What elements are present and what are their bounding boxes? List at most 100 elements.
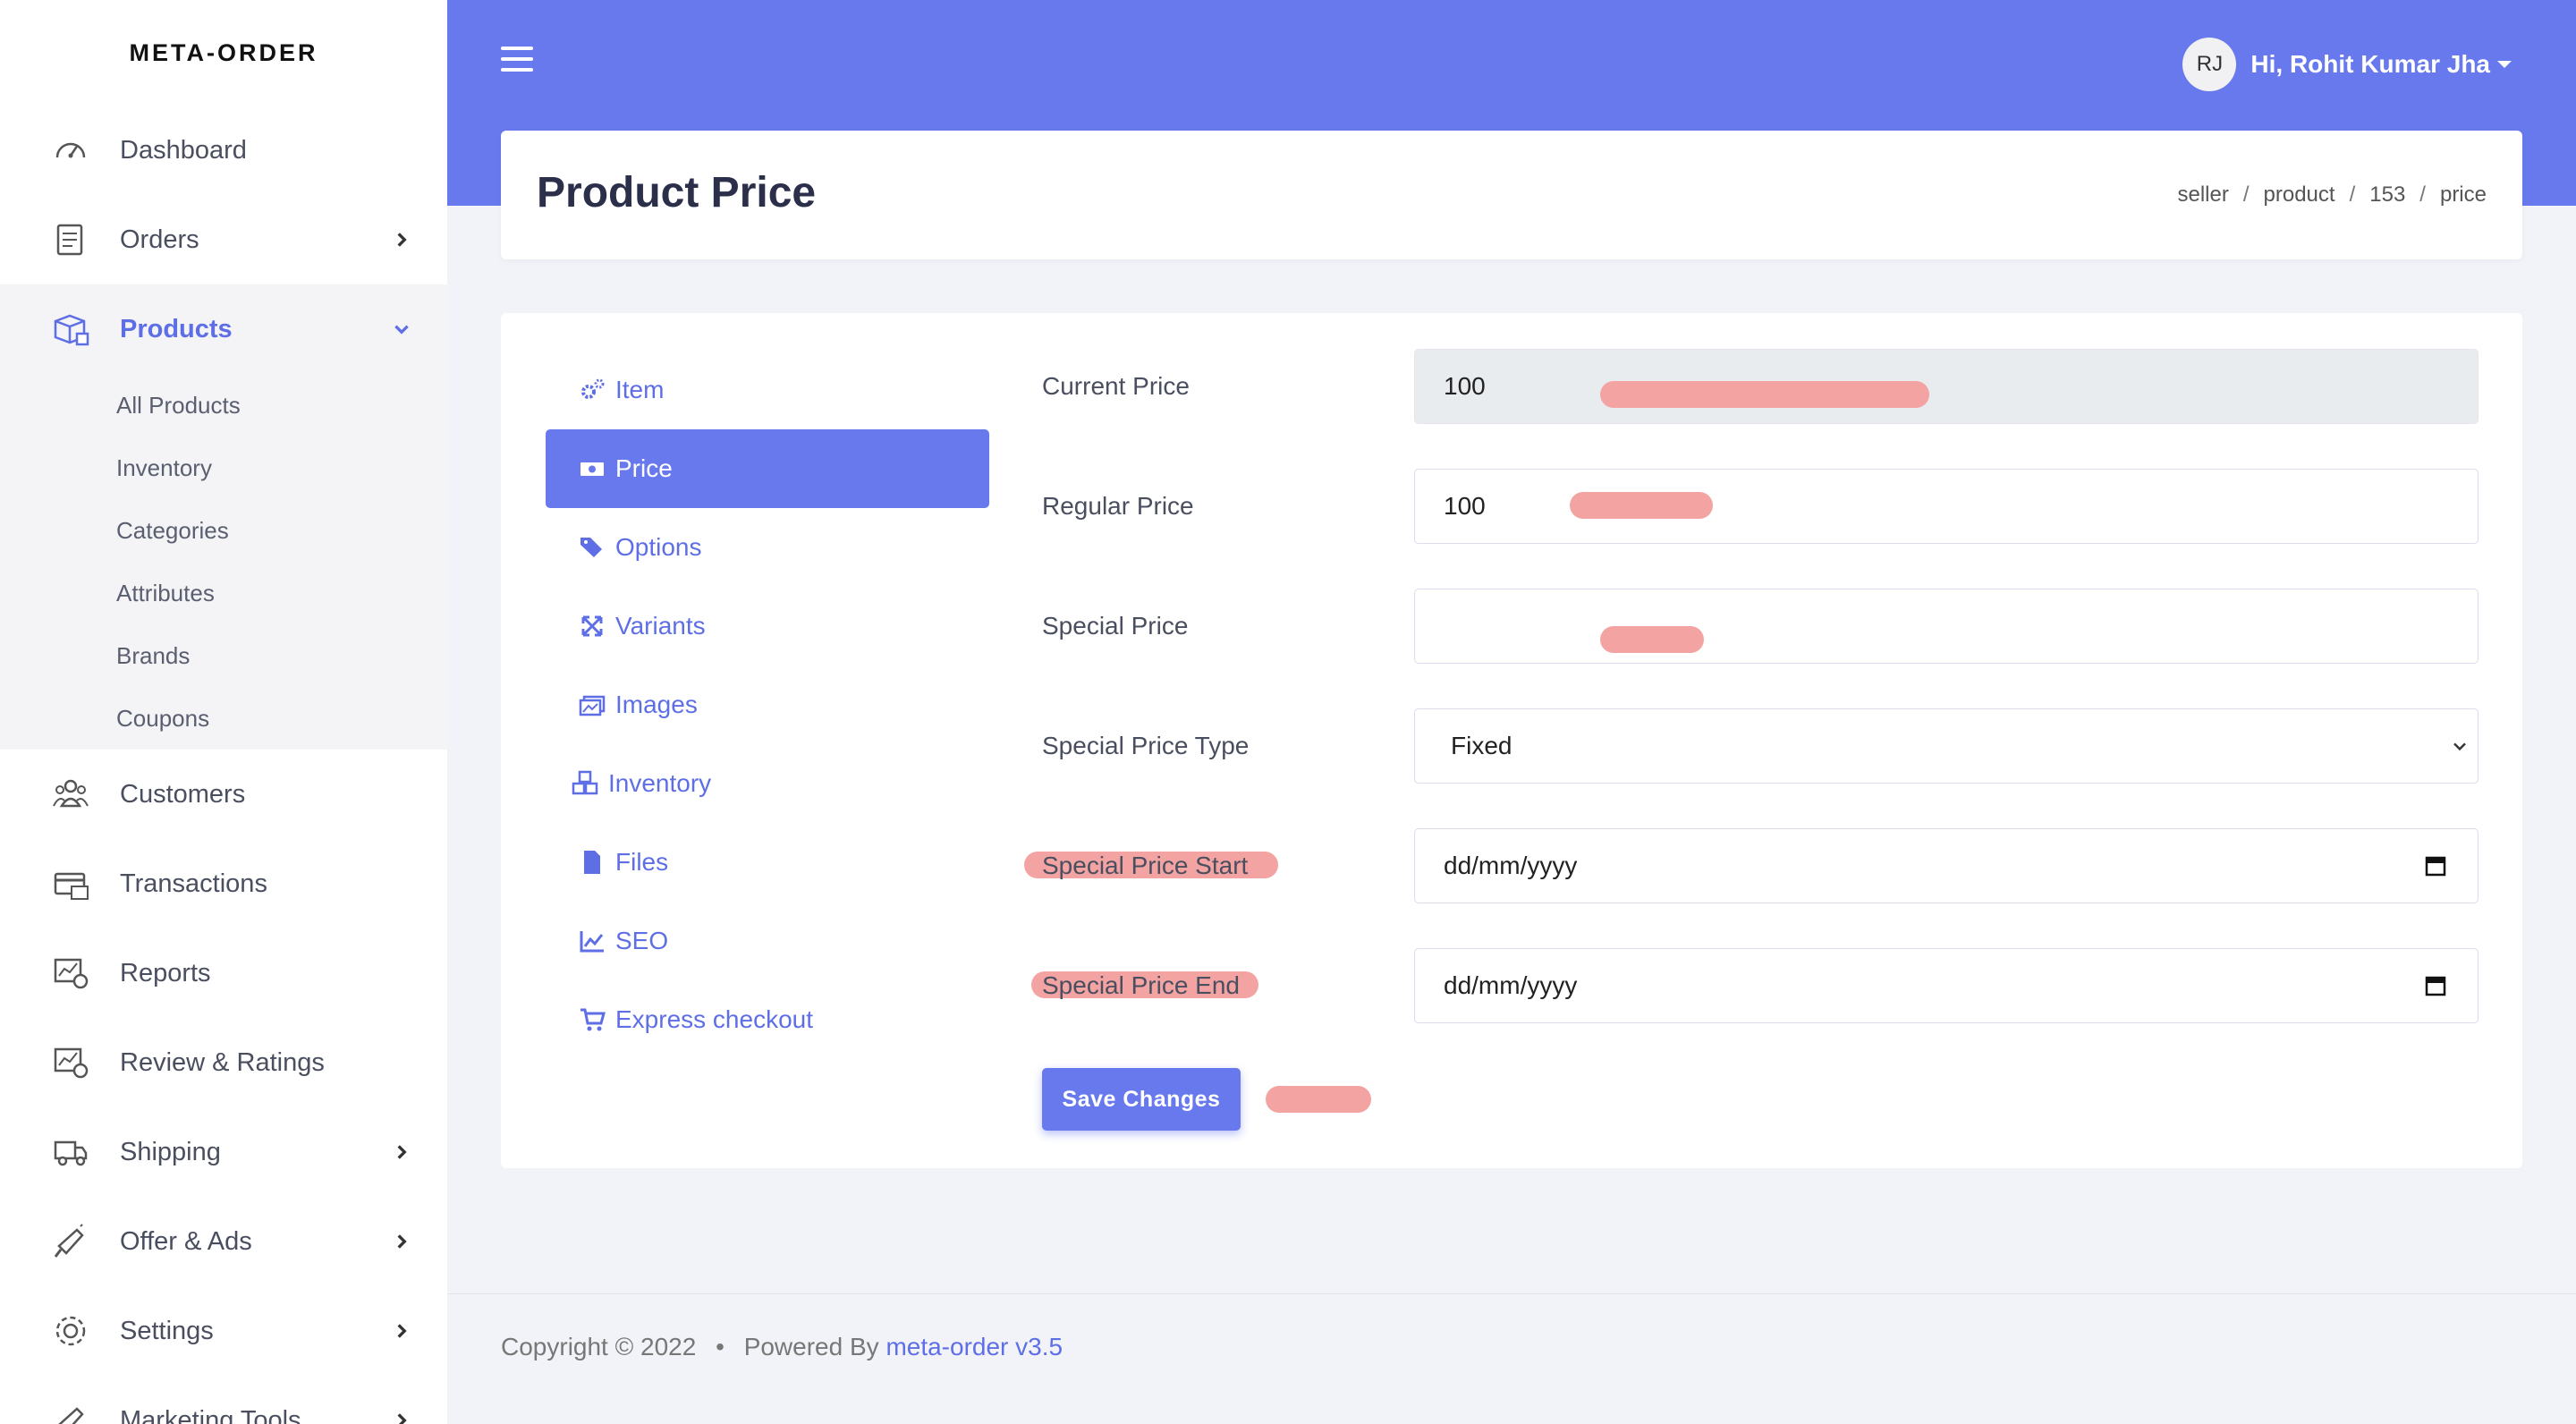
tab-price[interactable]: Price [546, 429, 989, 508]
save-changes-button[interactable]: Save Changes [1042, 1068, 1241, 1131]
special-price-row: Special Price [1042, 589, 2491, 708]
special-price-start-row: Special Price Start dd/mm/yyyy [1024, 828, 2491, 948]
redaction-mark [1600, 626, 1704, 653]
users-icon [50, 774, 91, 815]
sidebar-item-review-ratings[interactable]: Review & Ratings [0, 1018, 447, 1107]
submenu-all-products[interactable]: All Products [116, 391, 241, 419]
tab-variants[interactable]: Variants [546, 587, 989, 665]
breadcrumb-item-seller[interactable]: seller [2177, 182, 2229, 207]
review-icon [50, 1042, 91, 1083]
redaction-mark [1570, 492, 1713, 519]
current-price-label: Current Price [1042, 372, 1190, 400]
tab-express-checkout[interactable]: Express checkout [546, 980, 989, 1059]
regular-price-label: Regular Price [1042, 492, 1194, 520]
page-header-card: Product Price seller / product / 153 / p… [501, 131, 2522, 259]
powered-by-text: Powered By [743, 1333, 879, 1360]
page-title: Product Price [537, 169, 817, 216]
breadcrumb-item-price: price [2439, 182, 2487, 207]
sidebar-item-label: Customers [120, 779, 246, 809]
clipboard-list-icon [50, 219, 91, 260]
sidebar-item-shipping[interactable]: Shipping [0, 1107, 447, 1197]
calendar-icon[interactable] [2424, 854, 2447, 877]
tab-item[interactable]: Item [546, 351, 989, 429]
gauge-icon [50, 130, 91, 171]
tags-icon [578, 533, 606, 562]
product-tabs: Item Price Options Variants Images [546, 351, 989, 1059]
special-price-type-label: Special Price Type [1042, 732, 1250, 759]
avatar: RJ [2182, 38, 2237, 91]
price-form: Current Price 100 Regular Price 100 Spec… [1024, 349, 2491, 1068]
sidebar-item-dashboard[interactable]: Dashboard [0, 106, 447, 195]
sidebar-item-label: Shipping [120, 1137, 221, 1166]
chevron-right-icon [397, 1324, 407, 1338]
chevron-right-icon [397, 233, 407, 247]
breadcrumb: seller / product / 153 / price [2177, 182, 2487, 207]
sidebar-item-reports[interactable]: Reports [0, 928, 447, 1018]
tab-files[interactable]: Files [546, 823, 989, 902]
sidebar-item-customers[interactable]: Customers [0, 750, 447, 839]
date-placeholder: dd/mm/yyyy [1444, 971, 1578, 999]
sidebar-item-label: Review & Ratings [120, 1047, 325, 1077]
cubes-icon [571, 769, 599, 798]
sidebar-item-label: Offer & Ads [120, 1226, 252, 1256]
current-price-field: 100 [1414, 349, 2479, 424]
current-price-row: Current Price 100 [1042, 349, 2491, 469]
sidebar-item-label: Marketing Tools [120, 1405, 301, 1424]
submenu-attributes[interactable]: Attributes [116, 579, 215, 606]
tab-options[interactable]: Options [546, 508, 989, 587]
sidebar-item-settings[interactable]: Settings [0, 1286, 447, 1376]
submenu-inventory[interactable]: Inventory [116, 453, 212, 481]
special-price-type-row: Special Price Type Fixed [1042, 708, 2491, 828]
breadcrumb-item-product[interactable]: product [2263, 182, 2335, 207]
special-price-end-input[interactable]: dd/mm/yyyy [1414, 948, 2479, 1023]
submenu-coupons[interactable]: Coupons [116, 704, 210, 732]
brand-logo[interactable]: META-ORDER [129, 38, 318, 66]
chevron-right-icon [397, 1413, 407, 1424]
tab-seo[interactable]: SEO [546, 902, 989, 980]
sidebar-item-label: Settings [120, 1316, 214, 1345]
chevron-down-icon [394, 325, 409, 335]
products-group: Products All Products Inventory Categori… [0, 284, 447, 750]
sidebar-item-offer-ads[interactable]: Offer & Ads [0, 1197, 447, 1286]
calendar-icon[interactable] [2424, 974, 2447, 997]
special-price-end-label: Special Price End [1042, 971, 1241, 999]
line-chart-icon [578, 927, 606, 955]
copyright-text: Copyright © 2022 [501, 1333, 697, 1360]
expand-arrows-icon [578, 612, 606, 640]
select-value: Fixed [1451, 732, 1513, 759]
redaction-mark [1024, 852, 1278, 878]
caret-down-icon [2497, 61, 2512, 68]
truck-icon [50, 1132, 91, 1173]
file-icon [578, 848, 606, 877]
submenu-brands[interactable]: Brands [116, 641, 191, 669]
images-icon [578, 691, 606, 719]
special-price-label: Special Price [1042, 612, 1189, 640]
special-price-start-label: Special Price Start [1042, 852, 1249, 879]
breadcrumb-item-id[interactable]: 153 [2369, 182, 2406, 207]
user-greeting: Hi, Rohit Kumar Jha [2250, 50, 2490, 78]
sidebar-item-label: Products [120, 314, 233, 343]
special-price-input[interactable] [1414, 589, 2479, 664]
tab-inventory[interactable]: Inventory [546, 744, 989, 823]
meta-order-link[interactable]: meta-order v3.5 [886, 1333, 1063, 1360]
special-price-start-input[interactable]: dd/mm/yyyy [1414, 828, 2479, 903]
bullhorn-icon [50, 1400, 91, 1424]
tab-images[interactable]: Images [546, 665, 989, 744]
cart-icon [578, 1005, 606, 1034]
product-price-card: Item Price Options Variants Images [501, 313, 2522, 1168]
boxes-icon [50, 309, 91, 350]
sidebar-item-label: Reports [120, 958, 211, 987]
special-price-type-select[interactable]: Fixed [1414, 708, 2479, 784]
sidebar-item-orders[interactable]: Orders [0, 195, 447, 284]
regular-price-row: Regular Price 100 [1042, 469, 2491, 589]
sidebar: META-ORDER Dashboard Orders Products All… [0, 0, 447, 1424]
special-price-end-row: Special Price End dd/mm/yyyy [1031, 948, 2491, 1068]
redaction-mark [1600, 381, 1929, 408]
menu-toggle-icon[interactable] [501, 47, 533, 75]
submenu-categories[interactable]: Categories [116, 516, 229, 544]
chevron-right-icon [397, 1234, 407, 1249]
sidebar-item-products[interactable]: Products [0, 284, 447, 374]
user-menu[interactable]: RJ Hi, Rohit Kumar Jha [2182, 38, 2512, 91]
sidebar-item-marketing-tools[interactable]: Marketing Tools [0, 1376, 447, 1424]
sidebar-item-transactions[interactable]: Transactions [0, 839, 447, 928]
